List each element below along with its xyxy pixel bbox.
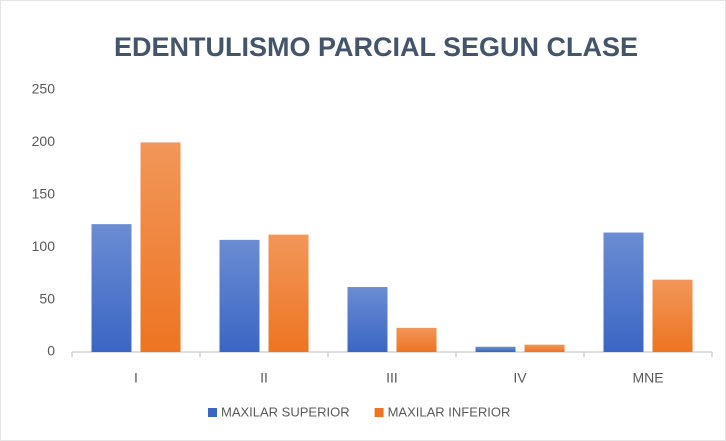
bar [603,232,644,352]
chart-title: EDENTULISMO PARCIAL SEGUN CLASE [114,32,638,62]
bar [140,142,181,352]
bar [652,279,693,352]
y-tick-label: 200 [32,133,56,149]
y-tick-label: 0 [47,343,55,359]
x-tick-label: MNE [632,370,663,386]
bar [475,346,516,352]
x-tick-label: II [260,370,268,386]
y-tick-label: 150 [32,186,56,202]
bar [91,224,132,352]
x-tick-label: I [134,370,138,386]
x-tick-label: III [386,370,398,386]
bar [524,344,565,352]
legend-label: MAXILAR INFERIOR [388,404,511,419]
legend-label: MAXILAR SUPERIOR [221,404,350,419]
bar [268,234,309,352]
y-tick-label: 250 [32,81,56,97]
legend-swatch [208,408,217,417]
x-tick-label: IV [513,370,527,386]
legend-swatch [374,408,384,417]
bar [347,287,388,352]
bar [219,239,260,352]
bar [396,327,437,352]
y-tick-label: 50 [39,290,55,306]
y-tick-label: 100 [32,238,56,254]
